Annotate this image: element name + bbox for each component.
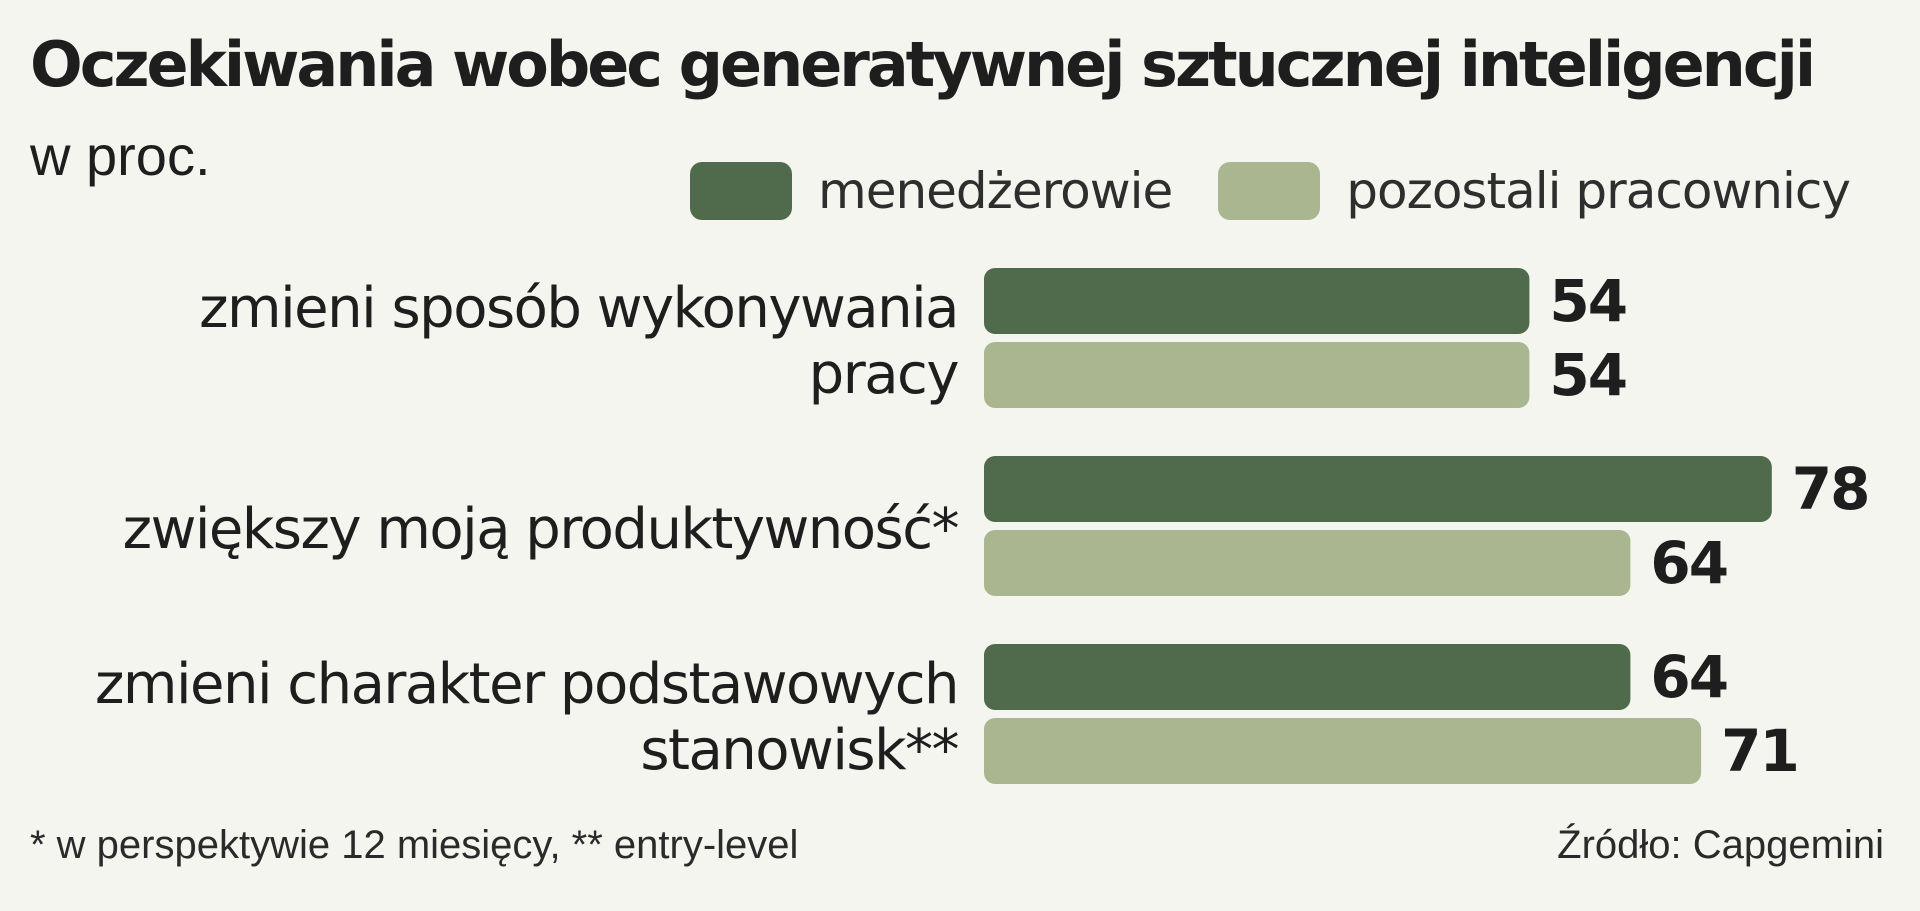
- category-label: zwiększy moją produktywność*: [123, 497, 959, 562]
- value-label: 54: [1549, 341, 1626, 409]
- source-note: Źródło: Capgemini: [1557, 823, 1884, 867]
- bar-other-employees: [984, 530, 1631, 596]
- legend-label-other-employees: pozostali pracownicy: [1346, 162, 1851, 220]
- category-label: stanowisk**: [640, 718, 958, 783]
- value-label: 78: [1792, 455, 1869, 523]
- chart-subtitle: w proc.: [30, 124, 211, 187]
- bar-other-employees: [984, 718, 1702, 784]
- value-label: 71: [1721, 717, 1798, 785]
- bar-managers: [984, 456, 1772, 522]
- value-label: 54: [1549, 267, 1626, 335]
- legend-swatch-other-employees: [1218, 162, 1321, 220]
- category-label: zmieni sposób wykonywania: [199, 276, 958, 341]
- category-label: zmieni charakter podstawowych: [95, 652, 958, 717]
- bar-managers: [984, 644, 1631, 710]
- footnote: * w perspektywie 12 miesięcy, ** entry-l…: [30, 823, 799, 867]
- legend-label-managers: menedżerowie: [818, 162, 1173, 220]
- legend-item-managers: menedżerowie: [690, 162, 1173, 220]
- category-label: pracy: [809, 342, 959, 407]
- bar-other-employees: [984, 342, 1530, 408]
- bar-managers: [984, 268, 1530, 334]
- value-label: 64: [1650, 643, 1727, 711]
- legend: menedżerowie pozostali pracownicy: [690, 160, 1851, 222]
- legend-swatch-managers: [690, 162, 792, 220]
- value-label: 64: [1650, 529, 1727, 597]
- legend-item-other-employees: pozostali pracownicy: [1218, 162, 1851, 220]
- chart-title: Oczekiwania wobec generatywnej sztucznej…: [30, 28, 1816, 101]
